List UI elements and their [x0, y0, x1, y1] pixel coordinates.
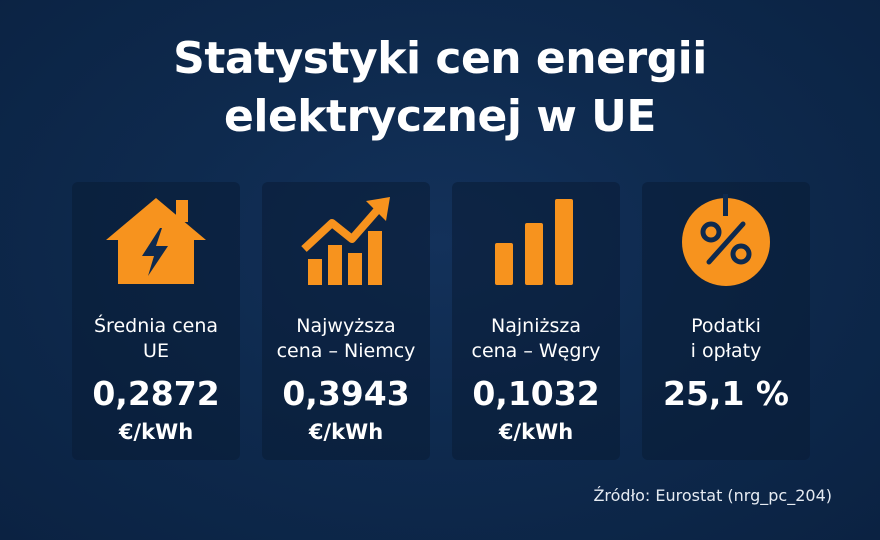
- house-lightning-icon: [102, 182, 210, 300]
- card-taxes: Podatki i opłaty 25,1 %: [642, 182, 810, 460]
- card-average-price: Średnia cena UE 0,2872 €/kWh: [72, 182, 240, 460]
- source-note: Źródło: Eurostat (nrg_pc_204): [593, 486, 832, 505]
- card-lowest-price: Najniższa cena – Węgry 0,1032 €/kWh: [452, 182, 620, 460]
- bar-chart-icon: [491, 182, 581, 300]
- percent-circle-icon: [677, 182, 775, 300]
- card-value: 0,1032: [472, 374, 600, 413]
- page-title: Statystyki cen energii elektrycznej w UE: [0, 30, 880, 146]
- card-value: 25,1 %: [663, 374, 789, 413]
- card-unit: €/kWh: [498, 420, 574, 444]
- card-value: 0,2872: [92, 374, 220, 413]
- title-line-2: elektrycznej w UE: [224, 91, 656, 142]
- card-label: Najwyższa cena – Niemcy: [276, 315, 416, 362]
- card-label: Najniższa cena – Węgry: [471, 315, 601, 362]
- title-line-1: Statystyki cen energii: [173, 33, 707, 84]
- card-unit: €/kWh: [118, 420, 194, 444]
- stats-cards: Średnia cena UE 0,2872 €/kWh Najwyższa c…: [72, 182, 810, 460]
- card-label: Podatki i opłaty: [690, 315, 762, 362]
- card-label: Średnia cena UE: [93, 315, 219, 362]
- card-highest-price: Najwyższa cena – Niemcy 0,3943 €/kWh: [262, 182, 430, 460]
- card-value: 0,3943: [282, 374, 410, 413]
- card-unit: €/kWh: [308, 420, 384, 444]
- chart-up-arrow-icon: [298, 182, 394, 300]
